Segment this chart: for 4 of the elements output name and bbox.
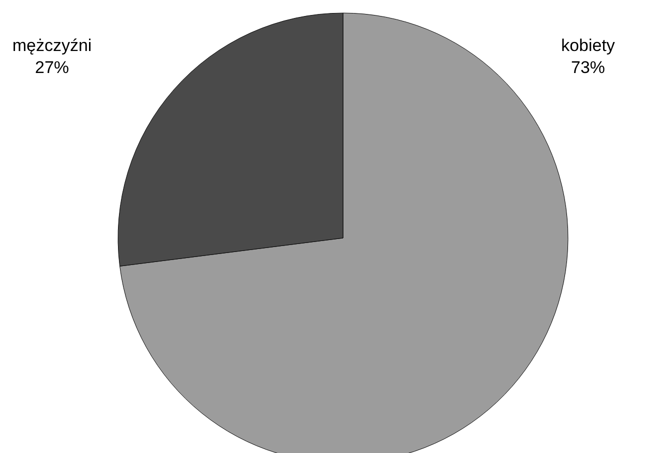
- slice-label: kobiety: [561, 36, 616, 55]
- slice-label: mężczyźni: [12, 36, 92, 55]
- data-label: 73%: [570, 58, 606, 77]
- data-label: 27%: [34, 58, 70, 77]
